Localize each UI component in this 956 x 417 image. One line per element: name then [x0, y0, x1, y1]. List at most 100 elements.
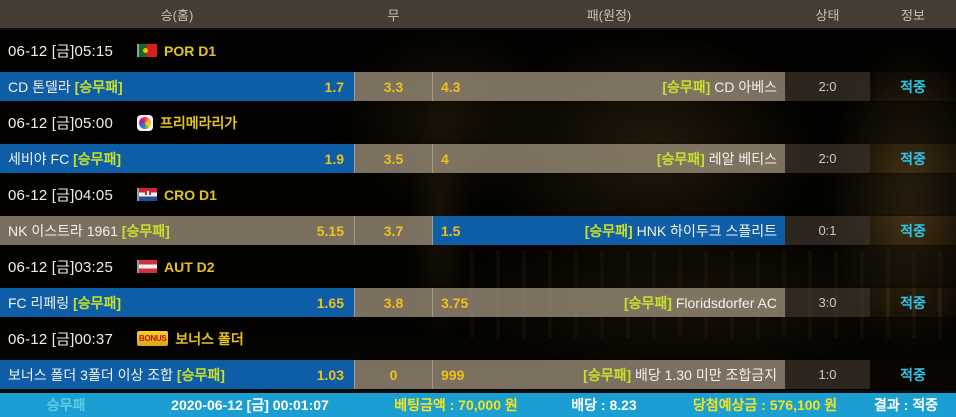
result-badge: 적중 — [900, 222, 926, 239]
austria-flag-icon — [137, 260, 157, 273]
laliga-logo-icon — [137, 114, 153, 131]
final-score: 2:0 — [818, 151, 837, 166]
league-name: 보너스 폴더 — [175, 330, 244, 347]
league-label: AUT D2 — [137, 259, 215, 275]
away-team-name: [승무패] CD 아베스 — [662, 78, 777, 95]
score-cell: 0:1 — [785, 216, 870, 245]
bet-result-label: 결과 : 적중 — [874, 397, 938, 413]
draw-odds-value: 3.8 — [383, 294, 404, 311]
draw-odds-cell[interactable]: 3.5 — [354, 144, 433, 173]
match-datetime: 06-12 [금]05:00 — [8, 115, 114, 132]
league-label: POR D1 — [137, 43, 216, 59]
home-odds-value: 1.9 — [324, 150, 344, 167]
away-team-name: [승무패] 배당 1.30 미만 조합금지 — [583, 366, 777, 383]
home-odds-value: 5.15 — [316, 222, 344, 239]
home-team-name: 세비야 FC [승무패] — [8, 150, 122, 167]
match-row: FC 리페링 [승무패] 1.65 3.8 3.75 [승무패] Florids… — [0, 287, 956, 318]
league-name: POR D1 — [164, 42, 217, 59]
draw-odds-value: 0 — [389, 366, 398, 383]
expected-winnings-label: 당첨예상금 : 576,100 원 — [692, 397, 838, 413]
final-score: 3:0 — [818, 295, 837, 310]
home-odds-cell[interactable]: NK 이스트라 1961 [승무패] 5.15 — [0, 216, 354, 245]
league-label: CRO D1 — [137, 187, 217, 203]
result-cell: 적중 — [870, 144, 956, 173]
home-odds-value: 1.03 — [316, 366, 344, 383]
away-odds-value: 3.75 — [441, 294, 469, 311]
final-score: 2:0 — [818, 79, 837, 94]
result-badge: 적중 — [900, 366, 926, 383]
draw-odds-value: 3.3 — [383, 78, 404, 95]
bonus-badge-icon: BONUS — [137, 331, 169, 346]
home-team-name: FC 리페링 [승무패] — [8, 294, 122, 311]
match-row: 보너스 폴더 3폴더 이상 조합 [승무패] 1.03 0 999 [승무패] … — [0, 359, 956, 390]
result-cell: 적중 — [870, 288, 956, 317]
away-team-name: [승무패] 레알 베티스 — [656, 150, 777, 167]
score-cell: 3:0 — [785, 288, 870, 317]
home-odds-cell[interactable]: CD 톤델라 [승무패] 1.7 — [0, 72, 354, 101]
column-header-row: 승(홈) 무 패(원정) 상태 정보 — [0, 0, 956, 30]
league-label: BONUS 보너스 폴더 — [137, 329, 244, 349]
home-team-name: CD 톤델라 [승무패] — [8, 78, 123, 95]
away-odds-cell[interactable]: 4.3 [승무패] CD 아베스 — [433, 72, 785, 101]
croatia-flag-icon — [137, 188, 157, 201]
draw-odds-value: 3.7 — [383, 222, 404, 239]
total-odds-label: 배당 : 8.23 — [571, 397, 637, 413]
result-cell: 적중 — [870, 216, 956, 245]
market-tag: [승무패] — [73, 150, 122, 167]
away-odds-value: 999 — [441, 366, 465, 383]
home-odds-cell[interactable]: 보너스 폴더 3폴더 이상 조합 [승무패] 1.03 — [0, 360, 354, 389]
market-tag: [승무패] — [583, 366, 632, 383]
away-odds-cell[interactable]: 1.5 [승무패] HNK 하이두크 스플리트 — [433, 216, 785, 245]
final-score: 0:1 — [818, 223, 837, 238]
match-datetime: 06-12 [금]05:15 — [8, 43, 114, 60]
bet-type-label: 승무패 — [46, 397, 86, 413]
home-odds-value: 1.65 — [316, 294, 344, 311]
league-name: AUT D2 — [164, 258, 215, 275]
home-team-name: 보너스 폴더 3폴더 이상 조합 [승무패] — [8, 366, 225, 383]
market-tag: [승무패] — [623, 294, 672, 311]
draw-odds-cell[interactable]: 0 — [354, 360, 433, 389]
draw-odds-cell[interactable]: 3.3 — [354, 72, 433, 101]
draw-odds-cell[interactable]: 3.7 — [354, 216, 433, 245]
bet-summary-bar: 승무패 2020-06-12 [금] 00:01:07 베팅금액 : 70,00… — [0, 390, 956, 417]
market-tag: [승무패] — [176, 366, 225, 383]
col-header-info: 정보 — [901, 7, 925, 23]
match-row: CD 톤델라 [승무패] 1.7 3.3 4.3 [승무패] CD 아베스 2:… — [0, 71, 956, 102]
draw-odds-value: 3.5 — [383, 150, 404, 167]
away-team-name: [승무패] Floridsdorfer AC — [623, 294, 777, 311]
col-header-away-win: 패(원정) — [586, 7, 632, 23]
home-odds-cell[interactable]: 세비야 FC [승무패] 1.9 — [0, 144, 354, 173]
score-cell: 2:0 — [785, 72, 870, 101]
league-name: CRO D1 — [164, 186, 217, 203]
market-tag: [승무패] — [662, 78, 711, 95]
market-tag: [승무패] — [74, 78, 123, 95]
match-date-row: 06-12 [금]00:37 BONUS 보너스 폴더 — [0, 318, 956, 359]
draw-odds-cell[interactable]: 3.8 — [354, 288, 433, 317]
home-odds-cell[interactable]: FC 리페링 [승무패] 1.65 — [0, 288, 354, 317]
result-badge: 적중 — [900, 150, 926, 167]
away-team-name: [승무패] HNK 하이두크 스플리트 — [584, 222, 777, 239]
score-cell: 1:0 — [785, 360, 870, 389]
bet-amount-label: 베팅금액 : 70,000 원 — [394, 397, 518, 413]
score-cell: 2:0 — [785, 144, 870, 173]
match-row: NK 이스트라 1961 [승무패] 5.15 3.7 1.5 [승무패] HN… — [0, 215, 956, 246]
away-odds-cell[interactable]: 3.75 [승무패] Floridsdorfer AC — [433, 288, 785, 317]
home-odds-value: 1.7 — [324, 78, 344, 95]
match-date-row: 06-12 [금]05:15 POR D1 — [0, 30, 956, 71]
market-tag: [승무패] — [73, 294, 122, 311]
away-odds-cell[interactable]: 999 [승무패] 배당 1.30 미만 조합금지 — [433, 360, 785, 389]
final-score: 1:0 — [818, 367, 837, 382]
league-name: 프리메라리가 — [160, 114, 238, 131]
match-row: 세비야 FC [승무패] 1.9 3.5 4 [승무패] 레알 베티스 2:0 … — [0, 143, 956, 174]
league-label: 프리메라리가 — [137, 113, 237, 133]
away-odds-cell[interactable]: 4 [승무패] 레알 베티스 — [433, 144, 785, 173]
result-badge: 적중 — [900, 78, 926, 95]
match-datetime: 06-12 [금]03:25 — [8, 259, 114, 276]
home-team-name: NK 이스트라 1961 [승무패] — [8, 222, 170, 239]
match-datetime: 06-12 [금]00:37 — [8, 331, 114, 348]
match-datetime: 06-12 [금]04:05 — [8, 187, 114, 204]
market-tag: [승무패] — [584, 222, 633, 239]
result-cell: 적중 — [870, 72, 956, 101]
match-date-row: 06-12 [금]05:00 프리메라리가 — [0, 102, 956, 143]
